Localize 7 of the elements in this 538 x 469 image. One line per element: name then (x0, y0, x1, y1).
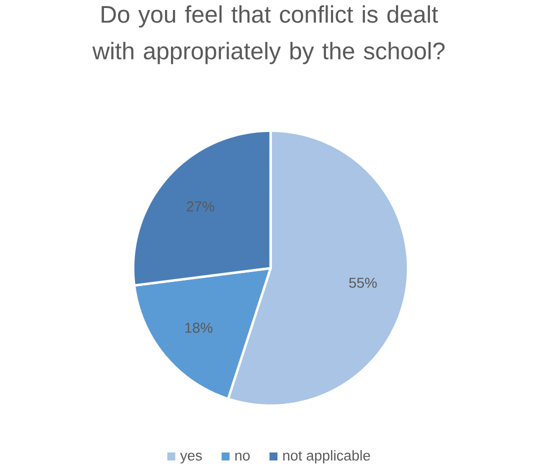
legend-label: yes (180, 452, 202, 464)
legend-label: not applicable (283, 450, 370, 464)
data-label: 18% (185, 322, 212, 333)
data-label: 27% (186, 201, 214, 212)
data-label: 55% (349, 278, 377, 288)
legend-label: no (235, 452, 250, 461)
chart-title: Do you feel that conflict is dealt with appropriately by the school? (92, 5, 445, 64)
